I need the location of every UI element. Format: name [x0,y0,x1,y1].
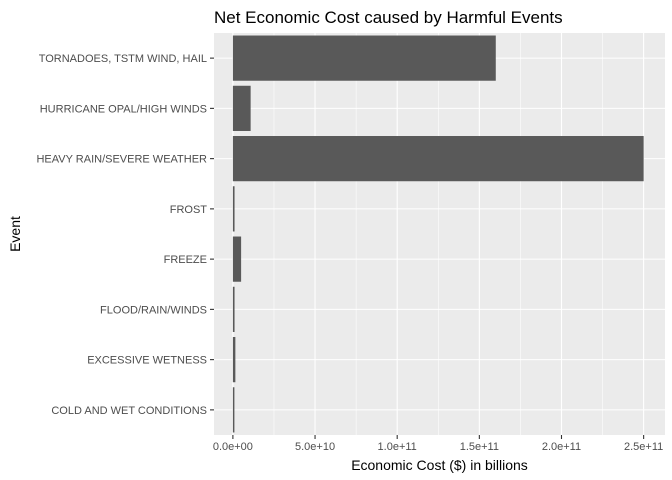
bar [232,186,235,232]
bar [232,286,235,332]
bar [232,337,236,383]
x-tick-label: 1.5e+11 [460,441,499,453]
plot-panel [214,33,665,435]
bars [232,35,644,433]
x-tick-label: 0.0e+00 [213,441,253,453]
y-tick-label: HEAVY RAIN/SEVERE WEATHER [36,154,207,166]
bar [232,85,251,131]
bar [232,387,235,433]
x-tick-label: 5.0e+10 [295,441,335,453]
x-tick-label: 2.5e+11 [624,441,663,453]
x-axis-title: Economic Cost ($) in billions [351,457,528,473]
bar [232,136,644,182]
y-axis-title: Event [7,216,23,252]
bar [232,236,242,282]
y-tick-label: FLOOD/RAIN/WINDS [100,304,207,316]
y-tick-label: HURRICANE OPAL/HIGH WINDS [40,103,207,115]
bar [232,35,496,81]
y-tick-label: FREEZE [164,254,207,266]
x-tick-label: 2.0e+11 [542,441,581,453]
y-tick-label: FROST [170,204,208,216]
y-tick-label: EXCESSIVE WETNESS [87,355,207,367]
y-axis-ticks: TORNADOES, TSTM WIND, HAIL HURRICANE OPAL… [36,53,214,417]
y-tick-label: COLD AND WET CONDITIONS [51,405,207,417]
x-tick-label: 1.0e+11 [378,441,417,453]
x-axis-ticks: 0.0e+00 5.0e+10 1.0e+11 1.5e+11 2.0e+11 2.5e+… [213,435,663,453]
minor-gridlines [273,33,603,435]
y-tick-label: TORNADOES, TSTM WIND, HAIL [39,53,207,65]
chart-title: Net Economic Cost caused by Harmful Even… [214,8,563,27]
